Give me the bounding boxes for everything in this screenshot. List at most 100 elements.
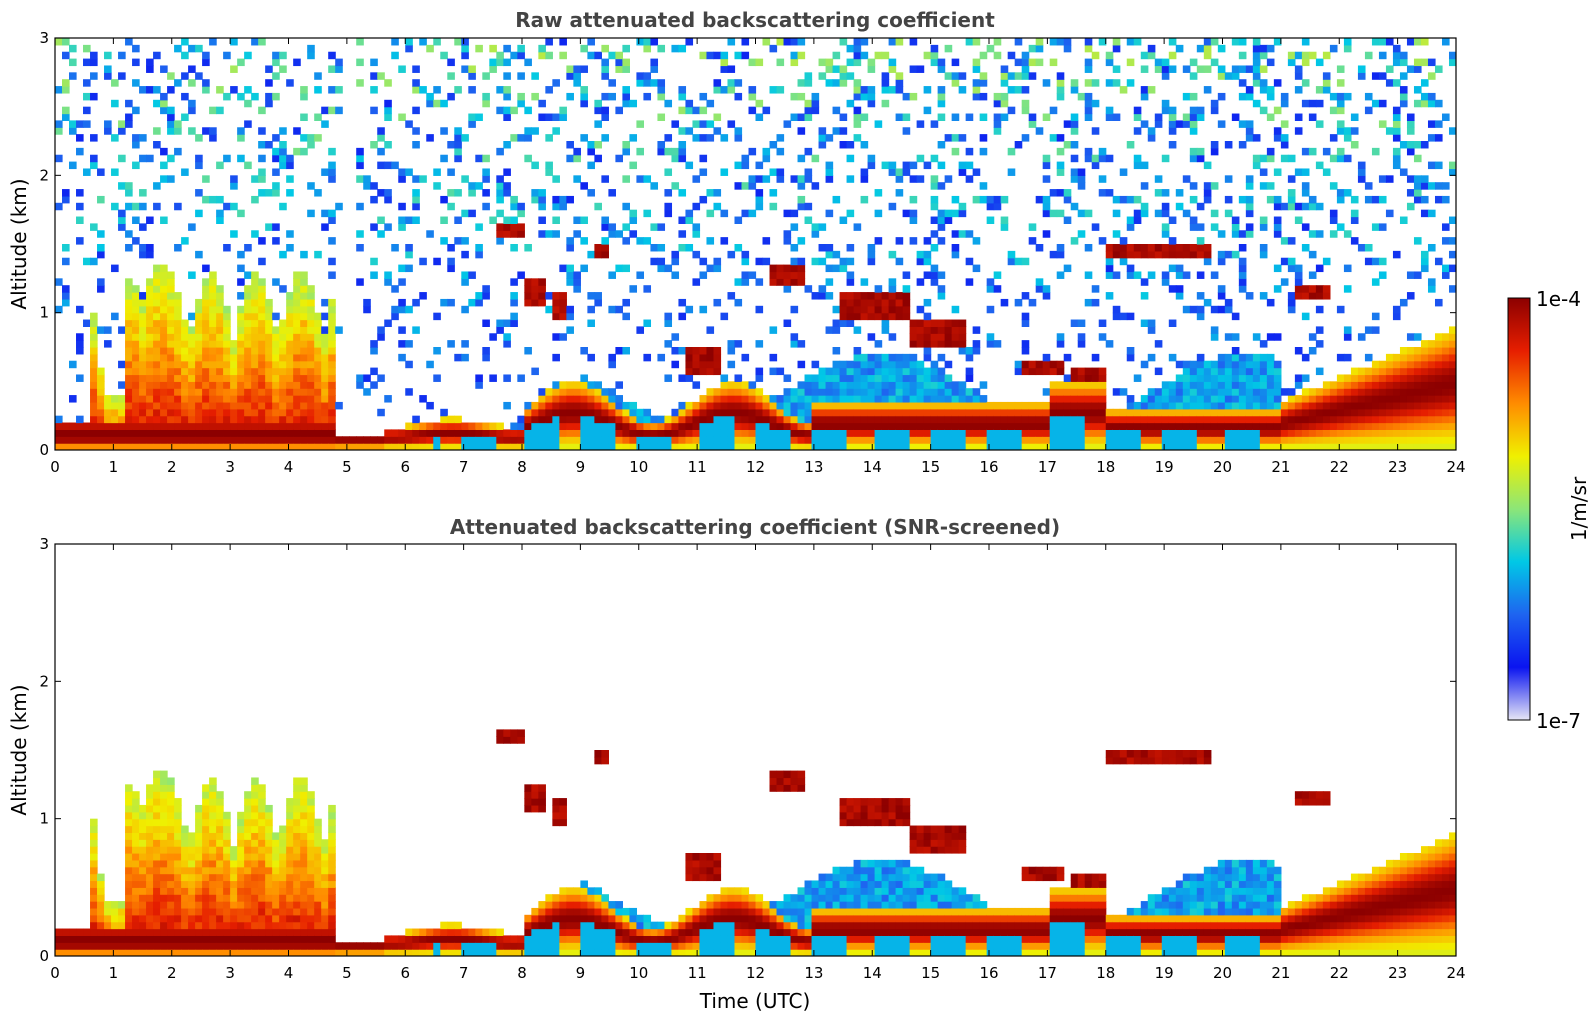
- heatmap-cell: [825, 209, 834, 218]
- heatmap-cell: [993, 436, 1002, 444]
- heatmap-cell: [846, 312, 855, 321]
- heatmap-cell: [1287, 443, 1296, 450]
- heatmap-cell: [1196, 223, 1205, 231]
- heatmap-cell: [629, 161, 638, 170]
- heatmap-cell: [1378, 38, 1387, 46]
- heatmap-cell: [979, 443, 988, 450]
- heatmap-cell: [1329, 44, 1338, 53]
- heatmap-cell: [1434, 353, 1443, 362]
- heatmap-cell: [433, 99, 441, 108]
- heatmap-cell: [951, 305, 960, 314]
- heatmap-cell: [328, 51, 336, 60]
- heatmap-cell: [314, 381, 322, 389]
- heatmap-cell: [1266, 401, 1275, 410]
- heatmap-cell: [545, 292, 553, 300]
- heatmap-cell: [202, 360, 210, 369]
- heatmap-cell: [580, 92, 588, 101]
- heatmap-cell: [650, 429, 659, 437]
- heatmap-cell: [601, 250, 609, 259]
- heatmap-cell: [965, 422, 974, 430]
- heatmap-cell: [566, 381, 574, 389]
- heatmap-cell: [1217, 429, 1226, 437]
- heatmap-cell: [398, 113, 406, 121]
- heatmap-cell: [818, 415, 827, 424]
- heatmap-cell: [1063, 120, 1072, 128]
- heatmap-cell: [419, 422, 427, 430]
- heatmap-cell: [692, 422, 701, 430]
- heatmap-cell: [146, 347, 154, 355]
- heatmap-cell: [1049, 106, 1058, 115]
- heatmap-cell: [1294, 374, 1303, 382]
- heatmap-cell: [244, 374, 252, 382]
- heatmap-cell: [685, 38, 694, 46]
- heatmap-cell: [349, 436, 357, 444]
- heatmap-cell: [55, 38, 63, 46]
- heatmap-cell: [1091, 401, 1100, 410]
- heatmap-cell: [1168, 381, 1177, 389]
- heatmap-cell: [825, 388, 834, 396]
- heatmap-cell: [286, 189, 294, 197]
- heatmap-cell: [181, 347, 189, 355]
- heatmap-cell: [468, 429, 476, 437]
- heatmap-cell: [412, 127, 420, 135]
- heatmap-cell: [272, 278, 280, 286]
- heatmap-cell: [447, 443, 455, 450]
- heatmap-cell: [713, 264, 722, 273]
- heatmap-cell: [972, 65, 981, 73]
- heatmap-cell: [230, 429, 238, 437]
- heatmap-cell: [475, 429, 483, 437]
- heatmap-cell: [167, 798, 175, 806]
- heatmap-cell: [944, 436, 953, 444]
- heatmap-cell: [258, 278, 266, 286]
- heatmap-cell: [1049, 38, 1058, 46]
- heatmap-cell: [755, 436, 764, 444]
- heatmap-cell: [1189, 72, 1198, 80]
- heatmap-cell: [615, 436, 623, 444]
- heatmap-cell: [923, 257, 932, 266]
- heatmap-cell: [790, 58, 799, 67]
- heatmap-cell: [237, 134, 245, 142]
- heatmap-cell: [132, 347, 140, 355]
- heatmap-cell: [1259, 51, 1268, 60]
- top-axis-ticks: 0 1 2 3 4 5 6 7 8 9 10 11 12 13 14 15 16 17 18 19 20 21 22 23 24…: [39, 29, 1465, 476]
- heatmap-cell: [888, 395, 897, 403]
- heatmap-cell: [706, 436, 715, 444]
- heatmap-cell: [1084, 99, 1093, 108]
- heatmap-cell: [1329, 134, 1338, 142]
- heatmap-cell: [209, 415, 217, 424]
- heatmap-cell: [720, 86, 729, 94]
- heatmap-cell: [580, 422, 588, 430]
- heatmap-cell: [510, 134, 518, 142]
- heatmap-cell: [769, 271, 778, 279]
- heatmap-cell: [1336, 154, 1345, 163]
- heatmap-cell: [643, 92, 652, 101]
- heatmap-cell: [307, 367, 315, 376]
- heatmap-cell: [566, 264, 574, 273]
- heatmap-cell: [692, 353, 701, 362]
- heatmap-cell: [503, 182, 511, 190]
- heatmap-cell: [174, 887, 182, 895]
- heatmap-cell: [160, 367, 168, 376]
- heatmap-cell: [1049, 422, 1058, 430]
- heatmap-cell: [846, 395, 855, 403]
- heatmap-cell: [601, 134, 609, 142]
- heatmap-cell: [1364, 388, 1373, 396]
- heatmap-cell: [1301, 202, 1310, 211]
- heatmap-cell: [1133, 374, 1142, 382]
- heatmap-cell: [573, 381, 581, 389]
- heatmap-cell: [1042, 154, 1051, 163]
- heatmap-cell: [503, 72, 511, 80]
- heatmap-cell: [734, 381, 743, 389]
- heatmap-cell: [209, 804, 217, 813]
- heatmap-cell: [734, 388, 743, 396]
- heatmap-cell: [517, 202, 525, 211]
- heatmap-cell: [314, 367, 322, 376]
- heatmap-cell: [825, 395, 834, 403]
- heatmap-cell: [839, 113, 848, 121]
- heatmap-cell: [762, 106, 771, 115]
- heatmap-cell: [1070, 120, 1079, 128]
- heatmap-cell: [1266, 44, 1275, 53]
- heatmap-cell: [132, 319, 140, 327]
- heatmap-cell: [965, 353, 974, 362]
- heatmap-cell: [503, 429, 511, 437]
